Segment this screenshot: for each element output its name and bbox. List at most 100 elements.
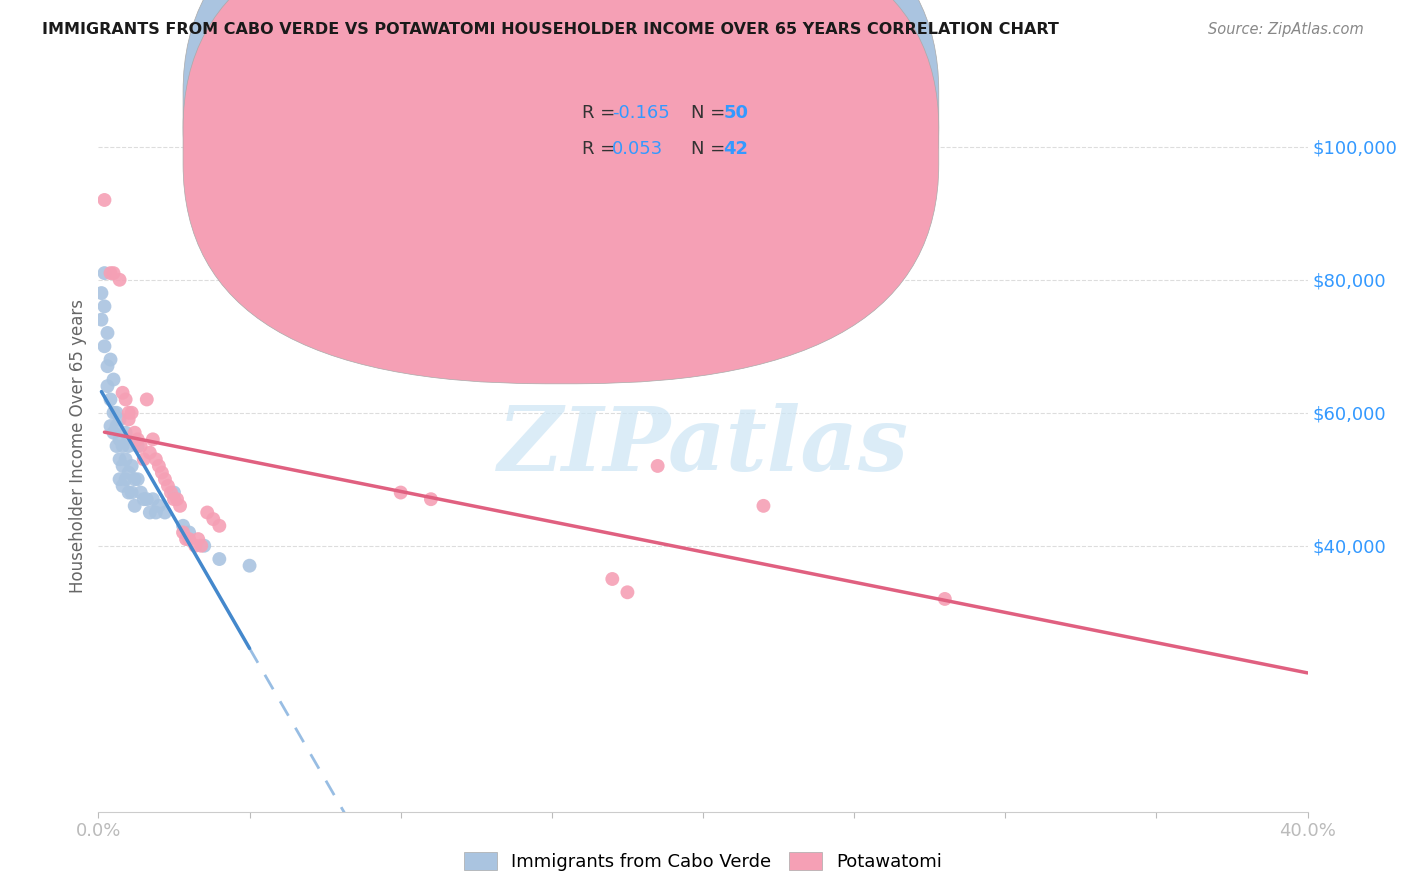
Point [103, 266, 125, 280]
Point [179, 532, 201, 546]
Point [103, 406, 125, 420]
Point [124, 472, 146, 486]
Point [90, 312, 112, 326]
Point [172, 525, 194, 540]
Point [202, 512, 225, 526]
Point [616, 585, 638, 599]
Point [103, 372, 125, 386]
Point [118, 485, 141, 500]
Text: ZIPatlas: ZIPatlas [498, 403, 908, 489]
Point [108, 433, 131, 447]
Text: Source: ZipAtlas.com: Source: ZipAtlas.com [1208, 22, 1364, 37]
Point [374, 286, 396, 301]
Text: R =: R = [582, 140, 621, 158]
Point [135, 492, 157, 507]
Point [160, 485, 183, 500]
Text: -0.165: -0.165 [613, 104, 671, 122]
Point [139, 506, 162, 520]
FancyBboxPatch shape [183, 0, 939, 347]
Point [145, 452, 167, 467]
Text: N =: N = [690, 104, 731, 122]
Point [127, 472, 149, 486]
Point [163, 485, 186, 500]
Point [135, 392, 157, 407]
Text: IMMIGRANTS FROM CABO VERDE VS POTAWATOMI HOUSEHOLDER INCOME OVER 65 YEARS CORREL: IMMIGRANTS FROM CABO VERDE VS POTAWATOMI… [42, 22, 1059, 37]
Point [114, 392, 136, 407]
Point [93, 339, 115, 353]
Point [103, 425, 125, 440]
Point [179, 525, 201, 540]
Point [195, 506, 218, 520]
Point [153, 506, 176, 520]
Point [647, 458, 669, 473]
Point [118, 412, 141, 426]
Point [111, 479, 134, 493]
Text: 50: 50 [724, 104, 748, 122]
Point [100, 419, 122, 434]
FancyBboxPatch shape [183, 0, 939, 384]
Point [111, 458, 134, 473]
Point [114, 452, 136, 467]
Point [239, 558, 262, 573]
Point [139, 445, 162, 459]
Point [124, 499, 146, 513]
Point [132, 492, 155, 507]
Point [118, 439, 141, 453]
Point [142, 433, 165, 447]
Point [129, 439, 152, 453]
Point [127, 439, 149, 453]
Point [132, 452, 155, 467]
Point [108, 472, 131, 486]
Point [420, 492, 443, 507]
Point [934, 591, 956, 606]
Point [163, 492, 186, 507]
Point [118, 406, 141, 420]
Point [105, 419, 128, 434]
Point [105, 439, 128, 453]
Point [121, 406, 143, 420]
Point [124, 425, 146, 440]
Point [127, 433, 149, 447]
Point [93, 299, 115, 313]
Point [121, 485, 143, 500]
Point [108, 412, 131, 426]
Point [148, 458, 170, 473]
Point [121, 458, 143, 473]
Text: N =: N = [690, 140, 731, 158]
FancyBboxPatch shape [509, 66, 897, 183]
Point [100, 266, 122, 280]
Point [172, 518, 194, 533]
Point [166, 492, 188, 507]
Point [153, 472, 176, 486]
Point [105, 406, 128, 420]
Point [111, 439, 134, 453]
Point [150, 466, 173, 480]
Point [190, 539, 212, 553]
Point [174, 532, 197, 546]
Point [193, 539, 215, 553]
Point [752, 499, 775, 513]
Point [184, 539, 207, 553]
Point [90, 286, 112, 301]
Point [96, 379, 118, 393]
Point [96, 359, 118, 374]
Point [169, 499, 191, 513]
Point [208, 518, 231, 533]
Point [108, 452, 131, 467]
Point [100, 352, 122, 367]
Point [129, 485, 152, 500]
Point [100, 392, 122, 407]
Point [93, 266, 115, 280]
Point [114, 425, 136, 440]
Point [602, 572, 624, 586]
Point [114, 472, 136, 486]
Point [96, 326, 118, 340]
Point [145, 506, 167, 520]
Y-axis label: Householder Income Over 65 years: Householder Income Over 65 years [69, 299, 87, 593]
Point [148, 499, 170, 513]
Text: 0.053: 0.053 [613, 140, 664, 158]
Text: R =: R = [582, 104, 621, 122]
Point [118, 466, 141, 480]
Point [187, 532, 209, 546]
Point [389, 485, 412, 500]
